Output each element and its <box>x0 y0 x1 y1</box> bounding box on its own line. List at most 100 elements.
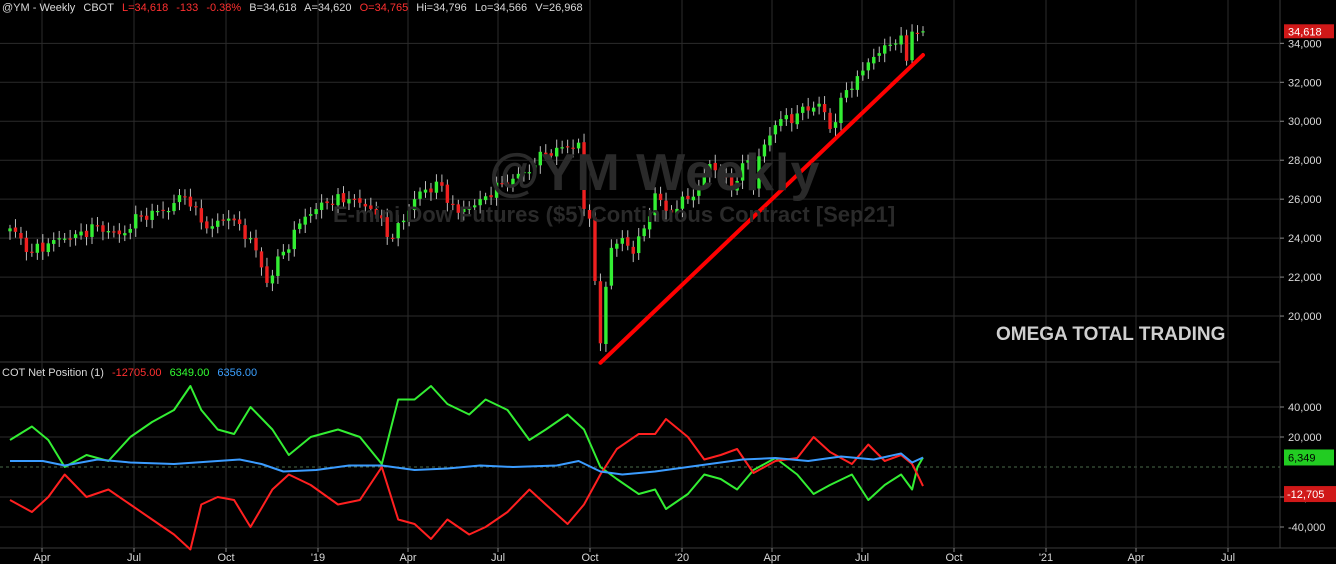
time-tick-label: '21 <box>1039 552 1053 564</box>
candle-body <box>177 195 182 203</box>
candle-body <box>795 113 799 125</box>
candle-body <box>899 35 903 45</box>
candle-body <box>325 201 329 204</box>
candle-body <box>390 237 395 239</box>
watermark-subtitle: E-mini Dow Futures ($5) Continuous Contr… <box>333 202 896 227</box>
price-tick-label: 20,000 <box>1288 311 1322 323</box>
candle-body <box>888 44 892 46</box>
candle-body <box>445 184 450 203</box>
price-tick-label: 22,000 <box>1288 272 1322 284</box>
candle-body <box>626 237 630 246</box>
candle-body <box>839 97 843 124</box>
candle-body <box>801 106 805 113</box>
candle-body <box>522 171 526 174</box>
candle-body <box>893 43 898 45</box>
indicator-header: COT Net Position (1) -12705.00 6349.00 6… <box>2 367 262 379</box>
candle-body <box>429 188 433 193</box>
cot-tick-label: 20,000 <box>1288 432 1322 444</box>
candle-body <box>303 216 307 225</box>
candle-body <box>855 76 860 90</box>
candle-body <box>904 35 909 61</box>
indicator-name[interactable]: COT Net Position (1) <box>2 367 104 379</box>
last-price: L=34,618 <box>122 2 169 14</box>
candle-body <box>483 196 488 201</box>
candle-body <box>330 203 335 205</box>
candle-body <box>587 210 592 219</box>
candle-body <box>106 231 111 233</box>
candle-body <box>538 151 542 166</box>
candle-body <box>784 115 789 120</box>
candle-body <box>691 196 696 201</box>
candle-body <box>314 209 318 215</box>
candle-body <box>697 185 701 196</box>
candle-body <box>276 256 280 276</box>
candle-body <box>713 162 717 171</box>
candle-body <box>817 103 821 107</box>
candle-body <box>265 266 269 283</box>
candle-body <box>216 220 220 227</box>
candle-body <box>161 209 165 212</box>
candle-body <box>13 227 18 232</box>
price-tick-label: 30,000 <box>1288 116 1322 128</box>
candle-body <box>598 281 603 344</box>
price-tick-label: 28,000 <box>1288 155 1322 167</box>
candle-body <box>571 147 575 149</box>
candle-body <box>347 199 351 204</box>
candle-body <box>451 203 455 206</box>
red-value-badge <box>1284 486 1336 503</box>
candle-body <box>363 203 368 207</box>
symbol-label[interactable]: @YM - Weekly <box>2 2 76 14</box>
candle-body <box>866 62 871 71</box>
time-tick-label: '19 <box>311 552 325 564</box>
candle-body <box>478 199 482 206</box>
price-tick-label: 26,000 <box>1288 194 1322 206</box>
candle-body <box>221 219 225 221</box>
candle-body <box>582 142 586 209</box>
low-price: Lo=34,566 <box>474 2 528 14</box>
cot-lines <box>9 385 924 551</box>
price-header: @YM - Weekly CBOT L=34,618 -133 -0.38% B… <box>2 2 588 14</box>
time-tick-label: Jul <box>1221 552 1235 564</box>
ask-price: A=34,620 <box>304 2 352 14</box>
price-candles <box>8 24 925 352</box>
candle-body <box>150 210 154 220</box>
candle-body <box>123 233 127 236</box>
candle-body <box>746 160 750 163</box>
candle-body <box>768 135 772 146</box>
support-trendline[interactable] <box>598 53 925 365</box>
candle-body <box>877 53 881 56</box>
price-tick-label: 34,000 <box>1288 38 1322 50</box>
cot-tick-label: 40,000 <box>1288 402 1322 414</box>
candle-body <box>68 238 72 240</box>
candle-body <box>24 237 29 252</box>
candle-body <box>380 215 384 219</box>
candle-body <box>243 225 247 239</box>
axes: 20,000 22,000 24,000 26,000 28,000 30,000 32,0… <box>33 24 1336 564</box>
candle-body <box>336 194 340 206</box>
candle-body <box>434 181 439 193</box>
candle-body <box>533 165 537 172</box>
candle-body <box>811 107 816 112</box>
candle-body <box>199 208 204 223</box>
time-tick-label: Apr <box>33 552 50 564</box>
candle-body <box>883 45 887 54</box>
candle-body <box>352 198 357 200</box>
candle-body <box>194 206 198 208</box>
candle-body <box>669 209 674 213</box>
candle-body <box>188 196 193 207</box>
candle-body <box>440 182 444 186</box>
candle-body <box>281 251 286 256</box>
candle-body <box>112 231 116 233</box>
candle-body <box>910 31 914 61</box>
candle-body <box>844 90 849 98</box>
candle-body <box>915 32 920 34</box>
indicator-green-value: 6349.00 <box>169 367 210 379</box>
time-tick-label: Jul <box>491 552 505 564</box>
time-tick-label: '20 <box>675 552 689 564</box>
candle-body <box>549 153 553 156</box>
candle-body <box>401 220 406 223</box>
candle-body <box>319 202 324 210</box>
candle-body <box>134 214 138 229</box>
change-value: -133 <box>176 2 199 14</box>
